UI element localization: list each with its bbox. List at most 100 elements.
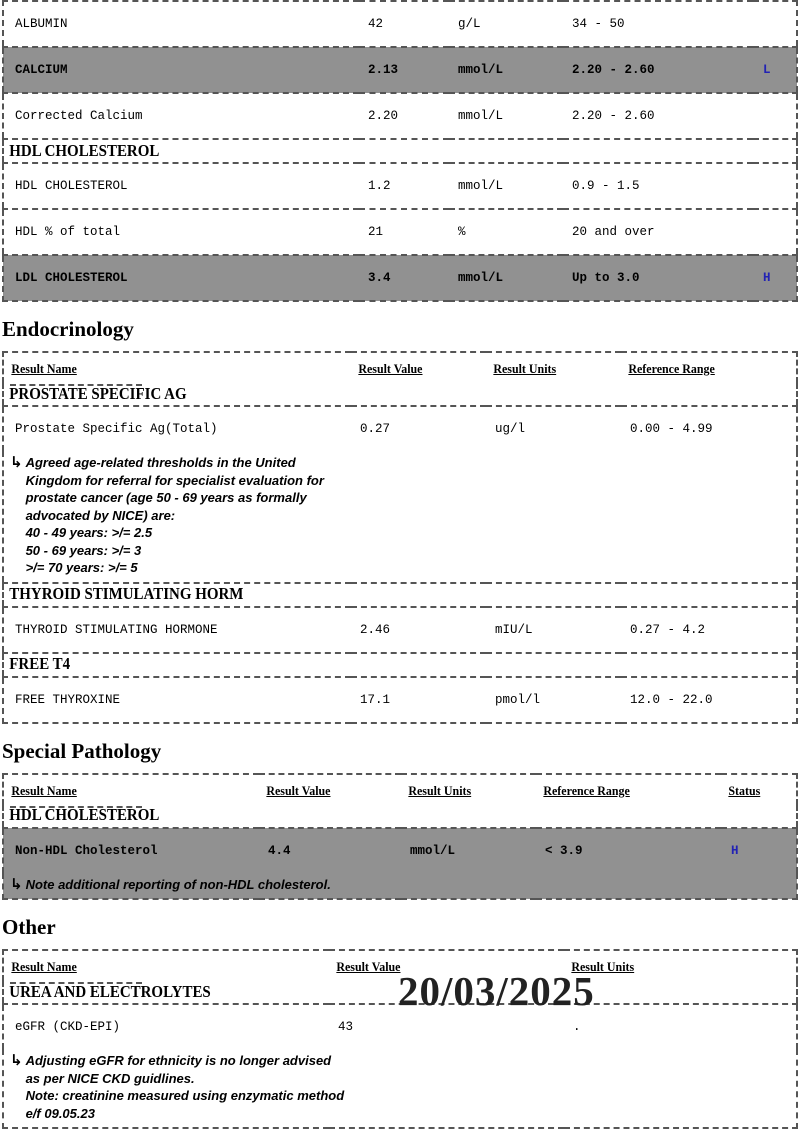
status-badge: H — [763, 271, 771, 285]
result-units: . — [573, 1020, 581, 1035]
result-value: 21 — [368, 225, 384, 239]
result-name: Non-HDL Cholesterol — [15, 843, 158, 858]
section-heading-endocrinology: Endocrinology — [2, 317, 134, 341]
reference-range: 12.0 - 22.0 — [630, 692, 713, 707]
result-value: 1.2 — [368, 179, 391, 193]
result-units: mIU/L — [495, 622, 533, 637]
table-row[interactable]: eGFR (CKD-EPI) 43 . — [3, 1003, 797, 1050]
analyte-group-header: FREE T4 — [3, 651, 797, 677]
date-stamp: 20/03/2025 — [398, 968, 595, 1014]
result-value: 0.27 — [360, 422, 391, 437]
result-units: pmol/l — [495, 692, 541, 707]
note-text: Note additional reporting of non-HDL cho… — [25, 876, 331, 892]
result-note-row: ↳ Agreed age-related thresholds in the U… — [3, 451, 797, 583]
result-name: THYROID STIMULATING HORMONE — [15, 622, 218, 637]
column-header-reference-range: Reference Range — [628, 361, 715, 377]
result-name: HDL % of total — [15, 225, 121, 239]
column-header-result-name: Result Name — [11, 782, 77, 798]
result-units: g/L — [458, 17, 481, 31]
table-row[interactable]: HDL CHOLESTEROL 1.2 mmol/L 0.9 - 1.5 — [3, 162, 797, 209]
result-units: mmol/L — [458, 109, 504, 123]
endocrinology-results-table: Result Name Result Value Result Units Re… — [2, 351, 798, 724]
group-label: PROSTATE SPECIFIC AG — [9, 383, 187, 403]
result-value: 43 — [338, 1020, 354, 1035]
result-note-row: ↳ Adjusting eGFR for ethnicity is no lon… — [3, 1049, 797, 1128]
table-row[interactable]: FREE THYROXINE 17.1 pmol/l 12.0 - 22.0 — [3, 675, 797, 723]
column-header-result-units: Result Units — [408, 782, 472, 798]
status-badge: L — [763, 63, 771, 77]
group-label: HDL CHOLESTEROL — [9, 140, 160, 160]
result-value: 3.4 — [368, 271, 391, 285]
result-value: 2.13 — [368, 63, 399, 77]
table-header-row: Result Name Result Value Result Units Re… — [3, 774, 797, 807]
analyte-group-header: THYROID STIMULATING HORM — [3, 581, 797, 607]
biochemistry-results-table: ALBUMIN 42 g/L 34 - 50 CALCIUM 2.13 mmol… — [2, 0, 798, 302]
result-name: FREE THYROXINE — [15, 692, 121, 707]
reference-range: 20 and over — [572, 225, 655, 239]
result-value: 2.46 — [360, 622, 391, 637]
result-units: mmol/L — [410, 843, 456, 858]
table-row[interactable]: HDL % of total 21 % 20 and over — [3, 208, 797, 255]
table-header-row: Result Name Result Value Result Units — [3, 950, 797, 984]
table-row[interactable]: ALBUMIN 42 g/L 34 - 50 — [3, 1, 797, 47]
result-value: 4.4 — [268, 843, 291, 858]
analyte-group-header: PROSTATE SPECIFIC AG — [3, 383, 797, 406]
table-row[interactable]: Prostate Specific Ag(Total) 0.27 ug/l 0.… — [3, 405, 797, 452]
result-units: mmol/L — [458, 179, 504, 193]
result-name: CALCIUM — [15, 63, 68, 77]
result-name: LDL CHOLESTEROL — [15, 271, 128, 285]
column-header-result-name: Result Name — [11, 361, 77, 377]
column-header-result-value: Result Value — [266, 782, 331, 798]
result-value: 42 — [368, 17, 384, 31]
reference-range: Up to 3.0 — [572, 271, 640, 285]
section-heading-other: Other — [2, 915, 56, 940]
table-row[interactable]: Corrected Calcium 2.20 mmol/L 2.20 - 2.6… — [3, 92, 797, 139]
analyte-group-header: HDL CHOLESTEROL — [3, 138, 797, 163]
column-header-result-value: Result Value — [358, 361, 423, 377]
column-header-status: Status — [728, 782, 761, 798]
column-header-reference-range: Reference Range — [543, 782, 630, 798]
result-units: % — [458, 225, 466, 239]
section-heading-special-pathology: Special Pathology — [2, 738, 162, 763]
result-value: 2.20 — [368, 109, 399, 123]
group-label: HDL CHOLESTEROL — [9, 805, 160, 825]
reference-range: 2.20 - 2.60 — [572, 109, 655, 123]
group-label: UREA AND ELECTROLYTES — [9, 981, 211, 1001]
analyte-group-header: HDL CHOLESTEROL — [3, 805, 797, 828]
result-units: mmol/L — [458, 63, 504, 77]
result-name: ALBUMIN — [15, 17, 68, 31]
reference-range: < 3.9 — [545, 843, 583, 858]
result-note-row: ↳ Note additional reporting of non-HDL c… — [3, 872, 797, 900]
note-arrow-icon: ↳ — [10, 874, 23, 893]
result-value: 17.1 — [360, 692, 391, 707]
reference-range: 34 - 50 — [572, 17, 625, 31]
note-text: Adjusting eGFR for ethnicity is no longe… — [25, 1053, 345, 1121]
result-units: mmol/L — [458, 271, 504, 285]
column-header-result-units: Result Units — [493, 361, 557, 377]
analyte-group-header: UREA AND ELECTROLYTES — [3, 981, 797, 1004]
table-row[interactable]: CALCIUM 2.13 mmol/L 2.20 - 2.60 L — [3, 46, 797, 93]
result-name: HDL CHOLESTEROL — [15, 179, 128, 193]
column-header-result-name: Result Name — [11, 959, 77, 975]
column-header-result-value: Result Value — [336, 959, 401, 975]
table-header-row: Result Name Result Value Result Units Re… — [3, 352, 797, 386]
note-text: Agreed age-related thresholds in the Uni… — [25, 455, 324, 576]
result-units: ug/l — [495, 422, 526, 437]
group-label: FREE T4 — [9, 654, 71, 674]
column-header-result-units: Result Units — [571, 959, 635, 975]
result-name: Prostate Specific Ag(Total) — [15, 422, 218, 437]
table-row[interactable]: Non-HDL Cholesterol 4.4 mmol/L < 3.9 H — [3, 826, 797, 873]
table-row[interactable]: LDL CHOLESTEROL 3.4 mmol/L Up to 3.0 H — [3, 254, 797, 301]
group-label: THYROID STIMULATING HORM — [9, 584, 244, 604]
reference-range: 2.20 - 2.60 — [572, 63, 655, 77]
reference-range: 0.9 - 1.5 — [572, 179, 640, 193]
reference-range: 0.00 - 4.99 — [630, 422, 713, 437]
table-row[interactable]: THYROID STIMULATING HORMONE 2.46 mIU/L 0… — [3, 605, 797, 653]
note-arrow-icon: ↳ — [10, 1051, 23, 1070]
reference-range: 0.27 - 4.2 — [630, 622, 706, 637]
special-pathology-results-table: Result Name Result Value Result Units Re… — [2, 772, 798, 901]
status-badge: H — [731, 843, 739, 858]
result-name: Corrected Calcium — [15, 109, 143, 123]
note-arrow-icon: ↳ — [10, 453, 23, 472]
